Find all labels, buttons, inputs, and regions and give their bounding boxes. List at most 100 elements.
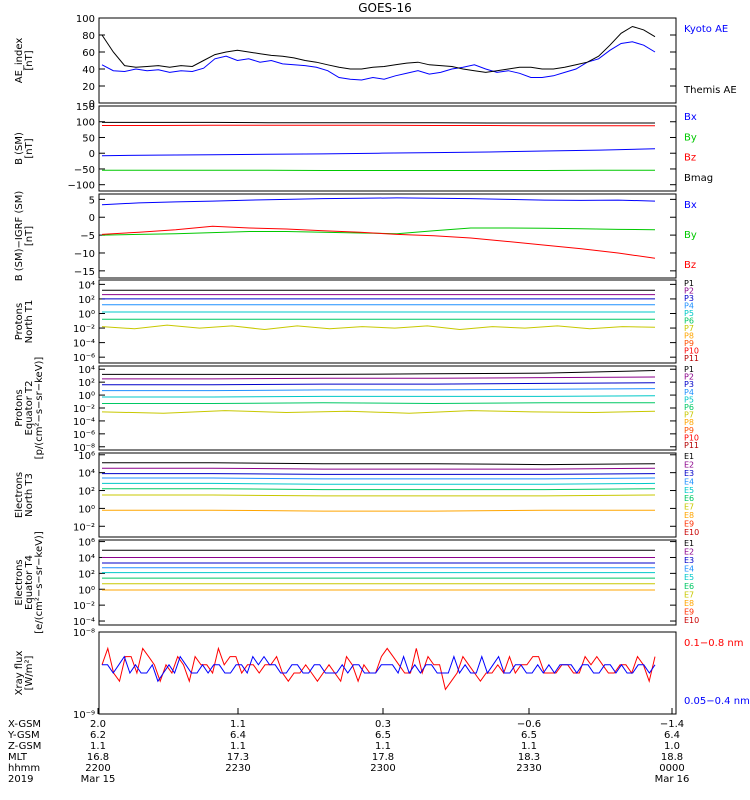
- legend-label: E5: [684, 573, 694, 582]
- axis-table-value: Mar 16: [655, 774, 690, 785]
- y-axis-label: ElectronsEquator T4[e/(cm²−s−sr−keV)]: [14, 531, 45, 634]
- axis-table-value: 6.4: [230, 730, 246, 741]
- y-axis-label: ProtonsNorth T1: [14, 300, 35, 344]
- y-tick-label: 10⁻²: [73, 522, 95, 533]
- y-tick-label: 10⁻²: [73, 601, 95, 612]
- panel-frame: [98, 279, 677, 364]
- series-line-p4: [102, 388, 656, 392]
- axis-table-row-label: Z-GSM: [8, 741, 41, 752]
- y-tick-label: 0: [89, 99, 95, 110]
- axis-table-value: 2330: [516, 763, 541, 774]
- axis-table-row-label: hhmm: [8, 763, 40, 774]
- series-line-e7: [102, 494, 656, 497]
- series-line-p1: [102, 370, 656, 375]
- legend-label: Kyoto AE: [684, 24, 728, 35]
- axis-table-value: 2200: [85, 763, 110, 774]
- legend-label: P1: [684, 279, 694, 288]
- axis-table-value: 18.8: [661, 752, 683, 763]
- y-tick-label: 100: [76, 118, 95, 129]
- y-tick-label: 10⁰: [78, 504, 95, 515]
- series-line-e3: [102, 473, 656, 475]
- axis-table-value: 1.1: [90, 741, 106, 752]
- y-tick-label: 10⁴: [78, 365, 95, 376]
- plot-title: GOES-16: [358, 1, 412, 15]
- y-tick-label: 10⁴: [78, 553, 95, 564]
- series-line-bx: [101, 197, 656, 206]
- legend-label: Bz: [684, 153, 696, 164]
- legend-label: By: [684, 230, 697, 241]
- y-tick-label: 10⁻²: [73, 324, 95, 335]
- y-tick-label: 10²: [78, 295, 95, 306]
- axis-table-value: Mar 15: [81, 774, 116, 785]
- legend-label: E3: [684, 469, 694, 478]
- y-tick-label: 10⁻⁸: [73, 628, 95, 639]
- legend-label: E8: [684, 511, 694, 520]
- y-tick-label: 80: [82, 31, 95, 42]
- y-axis-label: ElectronsNorth T3: [14, 472, 35, 518]
- y-tick-label: 10⁻⁴: [73, 617, 95, 628]
- axis-table-value: 17.3: [227, 752, 249, 763]
- legend-label: P4: [684, 388, 694, 397]
- legend-label: E7: [684, 590, 694, 599]
- axis-table-row-label: Y-GSM: [7, 730, 40, 741]
- y-tick-label: 10⁴: [78, 280, 95, 291]
- y-tick-label: 10⁻⁴: [73, 417, 95, 428]
- series-line-e4: [102, 477, 656, 480]
- axis-table-value: 2300: [370, 763, 395, 774]
- panel-5: 10⁴ 10² 10⁰ 10⁻² 10⁻⁴ 10⁻⁶ 10⁻⁸ ProtonsEquator …: [14, 357, 699, 460]
- y-tick-label: −100: [68, 181, 95, 192]
- legend-label: E8: [684, 599, 694, 608]
- legend-label: E10: [684, 616, 699, 625]
- axis-table-value: −0.6: [517, 719, 541, 730]
- panel-frame: [98, 17, 677, 104]
- legend-label: Bz: [684, 260, 696, 271]
- legend-label: E7: [684, 503, 694, 512]
- y-tick-label: 50: [82, 133, 95, 144]
- axis-table-value: 1.1: [230, 741, 246, 752]
- axis-table-value: 17.8: [372, 752, 394, 763]
- axis-table-value: 1.1: [230, 719, 246, 730]
- legend-label: P4: [684, 302, 694, 311]
- y-tick-label: 10²: [78, 378, 95, 389]
- y-tick-label: 60: [82, 48, 95, 59]
- legend-label: By: [684, 132, 697, 143]
- y-tick-label: 0: [89, 213, 95, 224]
- series-line-bz: [101, 225, 656, 259]
- series-line-e8: [102, 509, 655, 512]
- legend-label: P5: [684, 395, 694, 404]
- y-tick-label: −5: [80, 231, 95, 242]
- legend-label: E2: [684, 460, 694, 469]
- axis-table-value: 2230: [225, 763, 250, 774]
- legend-label: P10: [684, 347, 699, 356]
- legend-label: Bmag: [684, 173, 713, 184]
- series-line-p3: [102, 382, 656, 386]
- series-line-kyoto-ae: [101, 41, 656, 81]
- y-tick-label: 10²: [78, 487, 95, 498]
- y-tick-label: 10⁰: [78, 585, 95, 596]
- y-tick-label: 150: [76, 102, 95, 113]
- panel-7: 10⁶ 10⁴ 10² 10⁰ 10⁻² 10⁻⁴ ElectronsEquator T4[…: [14, 531, 699, 634]
- y-tick-label: −50: [74, 165, 95, 176]
- plot-panels: 100 80 60 40 20 0 AE_index[nT] Kyoto AE Themis A…: [14, 14, 750, 721]
- y-axis-label: Xray flux[W/m²]: [14, 651, 35, 696]
- legend-label: P9: [684, 339, 694, 348]
- legend-label: P2: [684, 373, 694, 382]
- y-tick-label: 10⁰: [78, 309, 95, 320]
- legend-label: P11: [684, 354, 699, 363]
- y-tick-label: −15: [74, 267, 95, 278]
- axis-table-value: 0.3: [375, 719, 391, 730]
- axis-table-value: 6.4: [664, 730, 680, 741]
- y-tick-label: 10⁴: [78, 469, 95, 480]
- panel-3: 5 0 −5 −10 −15 B (SM)−IGRF (SM)[nT] Bx By Bz: [14, 191, 697, 282]
- legend-label: E4: [684, 565, 694, 574]
- y-tick-label: 10⁻²: [73, 404, 95, 415]
- legend-label: P11: [684, 441, 699, 450]
- y-axis-label: B (SM)−IGRF (SM)[nT]: [14, 191, 35, 282]
- series-line-themis-ae: [101, 25, 656, 73]
- axis-table-row-label: MLT: [8, 752, 28, 763]
- legend-label: P1: [684, 365, 694, 374]
- y-tick-label: 10⁶: [78, 538, 95, 549]
- legend-label: E1: [684, 452, 694, 461]
